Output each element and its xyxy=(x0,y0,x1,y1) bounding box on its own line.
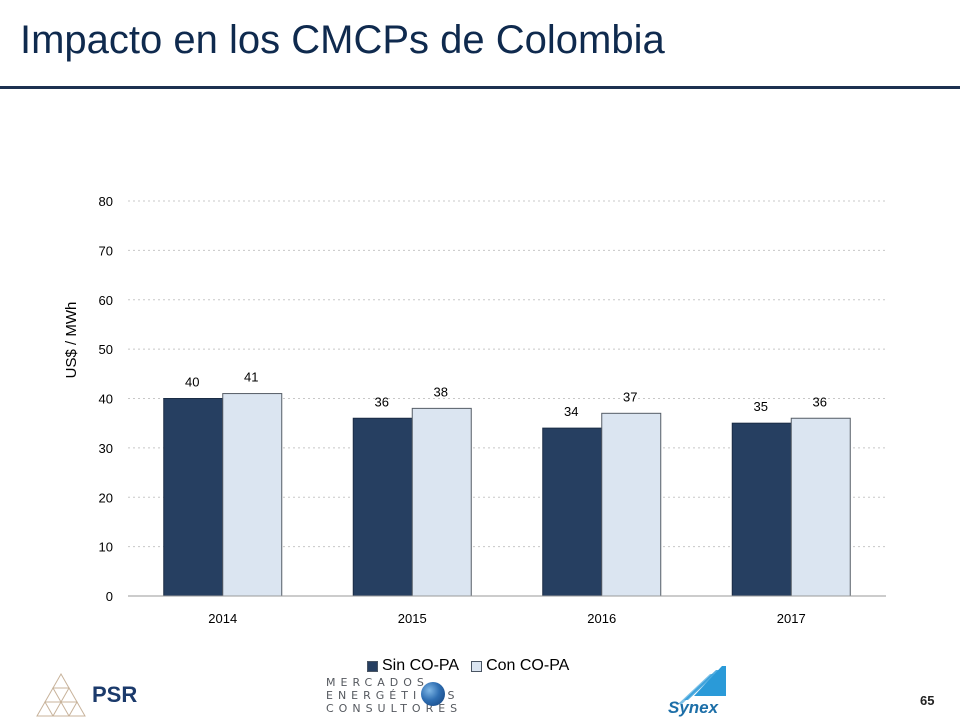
data-label: 34 xyxy=(564,404,578,419)
legend-item-con-co-pa: Con CO-PA xyxy=(471,657,569,675)
y-tick-label: 50 xyxy=(99,342,113,357)
footer xyxy=(0,660,960,720)
psr-logo: PSR xyxy=(36,672,137,718)
data-label: 40 xyxy=(185,375,199,390)
synex-logo-text: Synex xyxy=(668,698,719,717)
y-axis-label: US$ / MWh xyxy=(63,302,80,379)
data-label: 38 xyxy=(434,384,448,399)
bar-sin-co-pa-2014 xyxy=(163,398,224,597)
mec-line-3: CONSULTORES xyxy=(326,702,463,715)
bar-con-co-pa-2015 xyxy=(411,407,472,597)
y-tick-label: 40 xyxy=(99,392,113,407)
bars xyxy=(163,393,851,597)
y-axis-ticks: 0 10 20 30 40 50 60 70 80 xyxy=(99,194,113,604)
mec-line-1: MERCADOS xyxy=(326,676,429,689)
psr-triangles-icon xyxy=(36,672,86,717)
y-tick-label: 0 xyxy=(106,589,113,604)
bar-sin-co-pa-2016 xyxy=(542,427,603,597)
bar-con-co-pa-2017 xyxy=(790,417,851,597)
bar-sin-co-pa-2017 xyxy=(731,422,792,597)
bar-sin-co-pa-2015 xyxy=(352,417,413,597)
globe-icon xyxy=(421,682,445,706)
bar-con-co-pa-2016 xyxy=(601,412,662,597)
synex-stripes-icon xyxy=(678,666,726,704)
slide-title: Impacto en los CMCPs de Colombia xyxy=(20,18,665,62)
data-label: 35 xyxy=(754,399,768,414)
data-labels: 40 41 36 38 34 37 35 36 xyxy=(185,370,827,420)
page-number: 65 xyxy=(920,693,935,708)
chart-legend: Sin CO-PA Con CO-PA xyxy=(367,656,569,676)
x-tick-label: 2014 xyxy=(208,611,237,626)
legend-swatch-sin-co-pa xyxy=(367,660,378,672)
legend-label-con-co-pa: Con CO-PA xyxy=(486,657,570,674)
x-tick-label: 2016 xyxy=(587,611,616,626)
y-tick-label: 30 xyxy=(99,441,113,456)
psr-logo-text: PSR xyxy=(92,682,138,707)
data-label: 36 xyxy=(813,394,827,409)
data-label: 41 xyxy=(244,370,258,385)
y-tick-label: 70 xyxy=(99,243,113,258)
legend-item-sin-co-pa: Sin CO-PA xyxy=(367,657,459,675)
data-label: 37 xyxy=(623,389,637,404)
legend-swatch-con-co-pa xyxy=(471,660,483,672)
y-tick-label: 80 xyxy=(99,194,113,209)
data-label: 36 xyxy=(375,394,389,409)
bar-con-co-pa-2014 xyxy=(222,393,283,597)
title-divider xyxy=(0,86,960,89)
y-tick-label: 60 xyxy=(99,293,113,308)
x-tick-label: 2015 xyxy=(398,611,427,626)
y-tick-label: 20 xyxy=(99,490,113,505)
y-tick-label: 10 xyxy=(99,540,113,555)
x-axis-ticks: 2014 2015 2016 2017 xyxy=(208,611,805,626)
legend-label-sin-co-pa: Sin CO-PA xyxy=(382,657,460,674)
x-tick-label: 2017 xyxy=(777,611,806,626)
